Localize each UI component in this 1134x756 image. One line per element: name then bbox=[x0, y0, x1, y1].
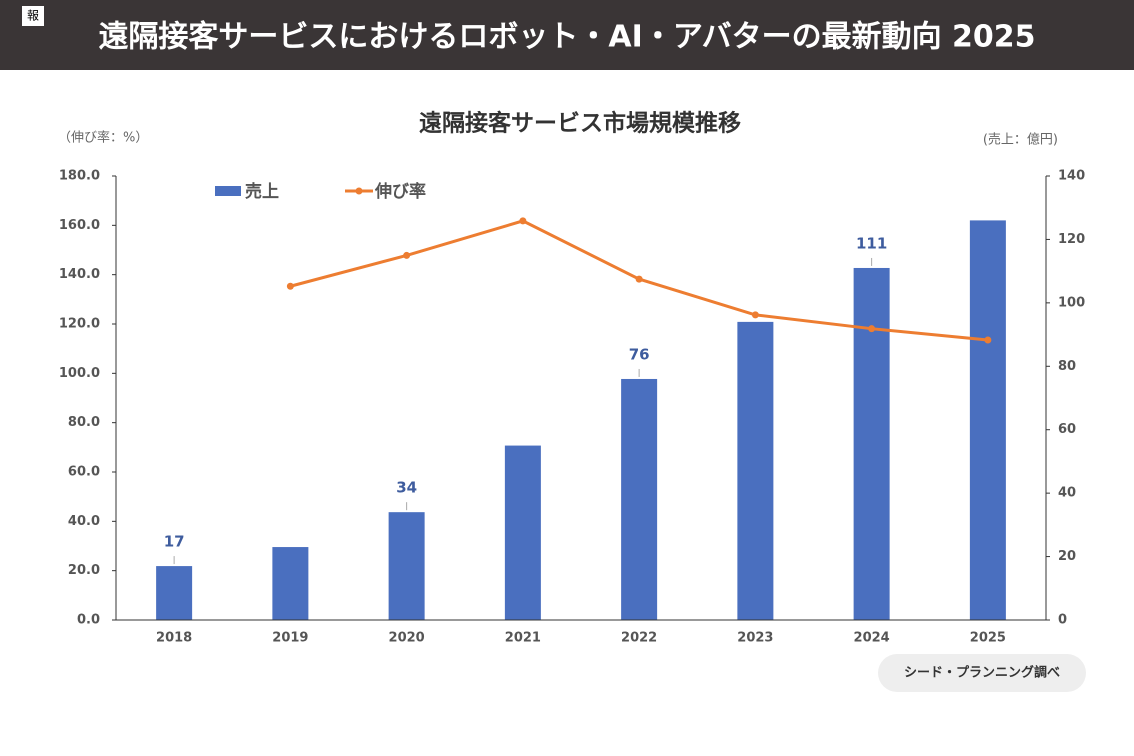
bar bbox=[853, 267, 890, 620]
y2-tick-label: 120 bbox=[1058, 232, 1085, 247]
x-tick-label: 2020 bbox=[389, 631, 425, 646]
y2-tick-label: 40 bbox=[1058, 486, 1076, 501]
header-bar bbox=[0, 0, 1134, 70]
legend-label: 売上 bbox=[245, 181, 279, 202]
badge-bg bbox=[22, 6, 44, 26]
y2-tick-label: 80 bbox=[1058, 359, 1076, 374]
page-title: 遠隔接客サービスにおけるロボット・AI・アバターの最新動向 2025 bbox=[98, 20, 1035, 55]
x-tick-label: 2023 bbox=[737, 631, 773, 646]
line-point bbox=[286, 282, 294, 290]
bar bbox=[388, 512, 425, 620]
x-tick-label: 2018 bbox=[156, 631, 192, 646]
x-tick-label: 2022 bbox=[621, 631, 657, 646]
y-tick-label: 80.0 bbox=[68, 415, 100, 430]
y-tick-label: 180.0 bbox=[59, 169, 100, 184]
line-point bbox=[984, 336, 992, 344]
y2-tick-label: 140 bbox=[1058, 169, 1085, 184]
x-tick-label: 2019 bbox=[272, 631, 308, 646]
bar bbox=[621, 378, 658, 620]
data-label: 17 bbox=[164, 533, 185, 551]
line-point bbox=[868, 325, 876, 333]
x-tick-label: 2021 bbox=[505, 631, 541, 646]
bar bbox=[969, 220, 1006, 620]
badge: 報 bbox=[27, 9, 39, 23]
y2-tick-label: 0 bbox=[1058, 613, 1067, 628]
data-label: 34 bbox=[396, 479, 417, 497]
bar bbox=[156, 566, 193, 620]
y2-tick-label: 60 bbox=[1058, 422, 1076, 437]
data-label: 76 bbox=[629, 345, 650, 363]
chart-title: 遠隔接客サービス市場規模推移 bbox=[419, 110, 741, 137]
y-tick-label: 20.0 bbox=[68, 563, 100, 578]
y-tick-label: 140.0 bbox=[59, 267, 100, 282]
y2-tick-label: 20 bbox=[1058, 549, 1076, 564]
source-pill bbox=[878, 654, 1086, 692]
line-point bbox=[519, 217, 527, 225]
y2-tick-label: 100 bbox=[1058, 295, 1085, 310]
x-tick-label: 2024 bbox=[854, 631, 890, 646]
line-point bbox=[751, 311, 759, 319]
legend-swatch-point bbox=[355, 187, 363, 195]
y-tick-label: 40.0 bbox=[68, 514, 100, 529]
line-point bbox=[635, 275, 643, 283]
data-label: 111 bbox=[856, 234, 887, 252]
y-tick-label: 0.0 bbox=[77, 613, 100, 628]
legend-swatch bbox=[215, 186, 241, 196]
source: シード・プランニング調べ bbox=[904, 665, 1060, 681]
y2-axis-label: (売上：億円) bbox=[983, 132, 1058, 148]
line-point bbox=[403, 251, 411, 259]
x-tick-label: 2025 bbox=[970, 631, 1006, 646]
y-tick-label: 100.0 bbox=[59, 366, 100, 381]
bar bbox=[737, 321, 774, 620]
bar bbox=[272, 547, 309, 620]
bar bbox=[504, 445, 541, 620]
y-tick-label: 60.0 bbox=[68, 465, 100, 480]
y-axis-label: （伸び率：%） bbox=[58, 130, 148, 146]
legend-label: 伸び率 bbox=[374, 181, 426, 202]
y-tick-label: 120.0 bbox=[59, 317, 100, 332]
y-tick-label: 160.0 bbox=[59, 218, 100, 233]
